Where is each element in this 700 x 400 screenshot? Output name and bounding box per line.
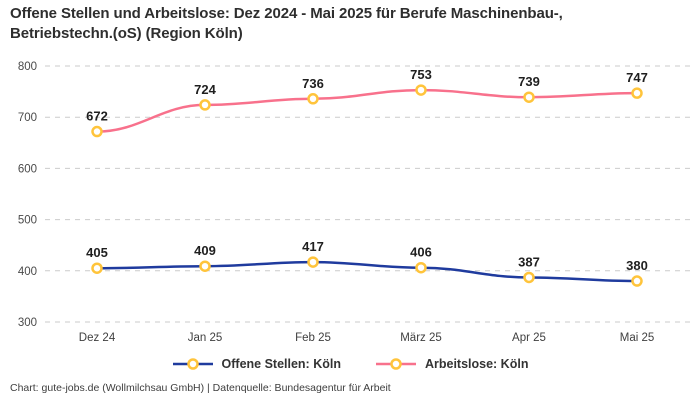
y-tick-label: 500 [18,215,37,227]
legend-swatch-offene-stellen-icon [172,358,213,370]
value-label: 409 [194,243,216,258]
chart-title-line1: Offene Stellen und Arbeitslose: Dez 2024… [10,5,563,22]
data-point[interactable] [523,91,535,103]
value-label: 753 [410,67,432,82]
y-tick-label: 600 [18,163,37,175]
y-tick-label: 700 [18,112,37,124]
x-tick-label: März 25 [400,332,442,344]
value-label: 405 [86,245,108,260]
data-point[interactable] [91,125,103,138]
value-label: 380 [626,258,648,273]
legend-label-offene-stellen: Offene Stellen: Köln [221,357,341,371]
y-tick-label: 400 [18,266,37,278]
line-chart: 300 400 500 600 700 800 Dez 24 Jan 25 Feb 25 März… [18,61,690,344]
data-point[interactable] [307,256,319,268]
data-point[interactable] [415,84,427,96]
series-line [95,260,639,283]
legend-swatch-arbeitslose-icon [375,358,416,370]
value-label: 672 [86,109,108,124]
value-label: 736 [302,76,324,91]
value-label: 724 [194,82,216,97]
x-tick-label: Feb 25 [295,332,331,344]
data-point[interactable] [415,261,427,274]
chart-title: Offene Stellen und Arbeitslose: Dez 2024… [10,4,690,44]
value-label: 739 [518,74,540,89]
y-tick-label: 800 [18,61,37,73]
legend-label-arbeitslose: Arbeitslose: Köln [424,357,529,371]
value-label: 387 [518,254,540,269]
chart-title-line2: Betriebstechn.(oS) (Region Köln) [10,25,243,42]
chart-legend: Offene Stellen: Köln Arbeitslose: Köln [0,357,700,371]
data-point[interactable] [199,260,211,272]
data-point[interactable] [631,275,643,287]
x-tick-label: Apr 25 [512,332,546,344]
legend-item-arbeitslose: Arbeitslose: Köln [375,357,529,371]
legend-item-offene-stellen: Offene Stellen: Köln [172,357,341,371]
x-tick-label: Dez 24 [79,332,116,344]
value-label: 417 [302,239,324,254]
x-tick-label: Mai 25 [620,332,655,344]
value-label: 747 [626,70,648,85]
chart-attribution: Chart: gute-jobs.de (Wollmilchsau GmbH) … [10,382,391,394]
data-point[interactable] [307,93,319,105]
series-line [95,88,639,133]
data-point[interactable] [631,87,643,99]
data-point[interactable] [91,262,103,274]
data-point[interactable] [199,99,211,111]
x-tick-label: Jan 25 [188,332,223,344]
data-point[interactable] [523,271,535,284]
y-tick-label: 300 [18,317,37,329]
value-label: 406 [410,245,432,260]
